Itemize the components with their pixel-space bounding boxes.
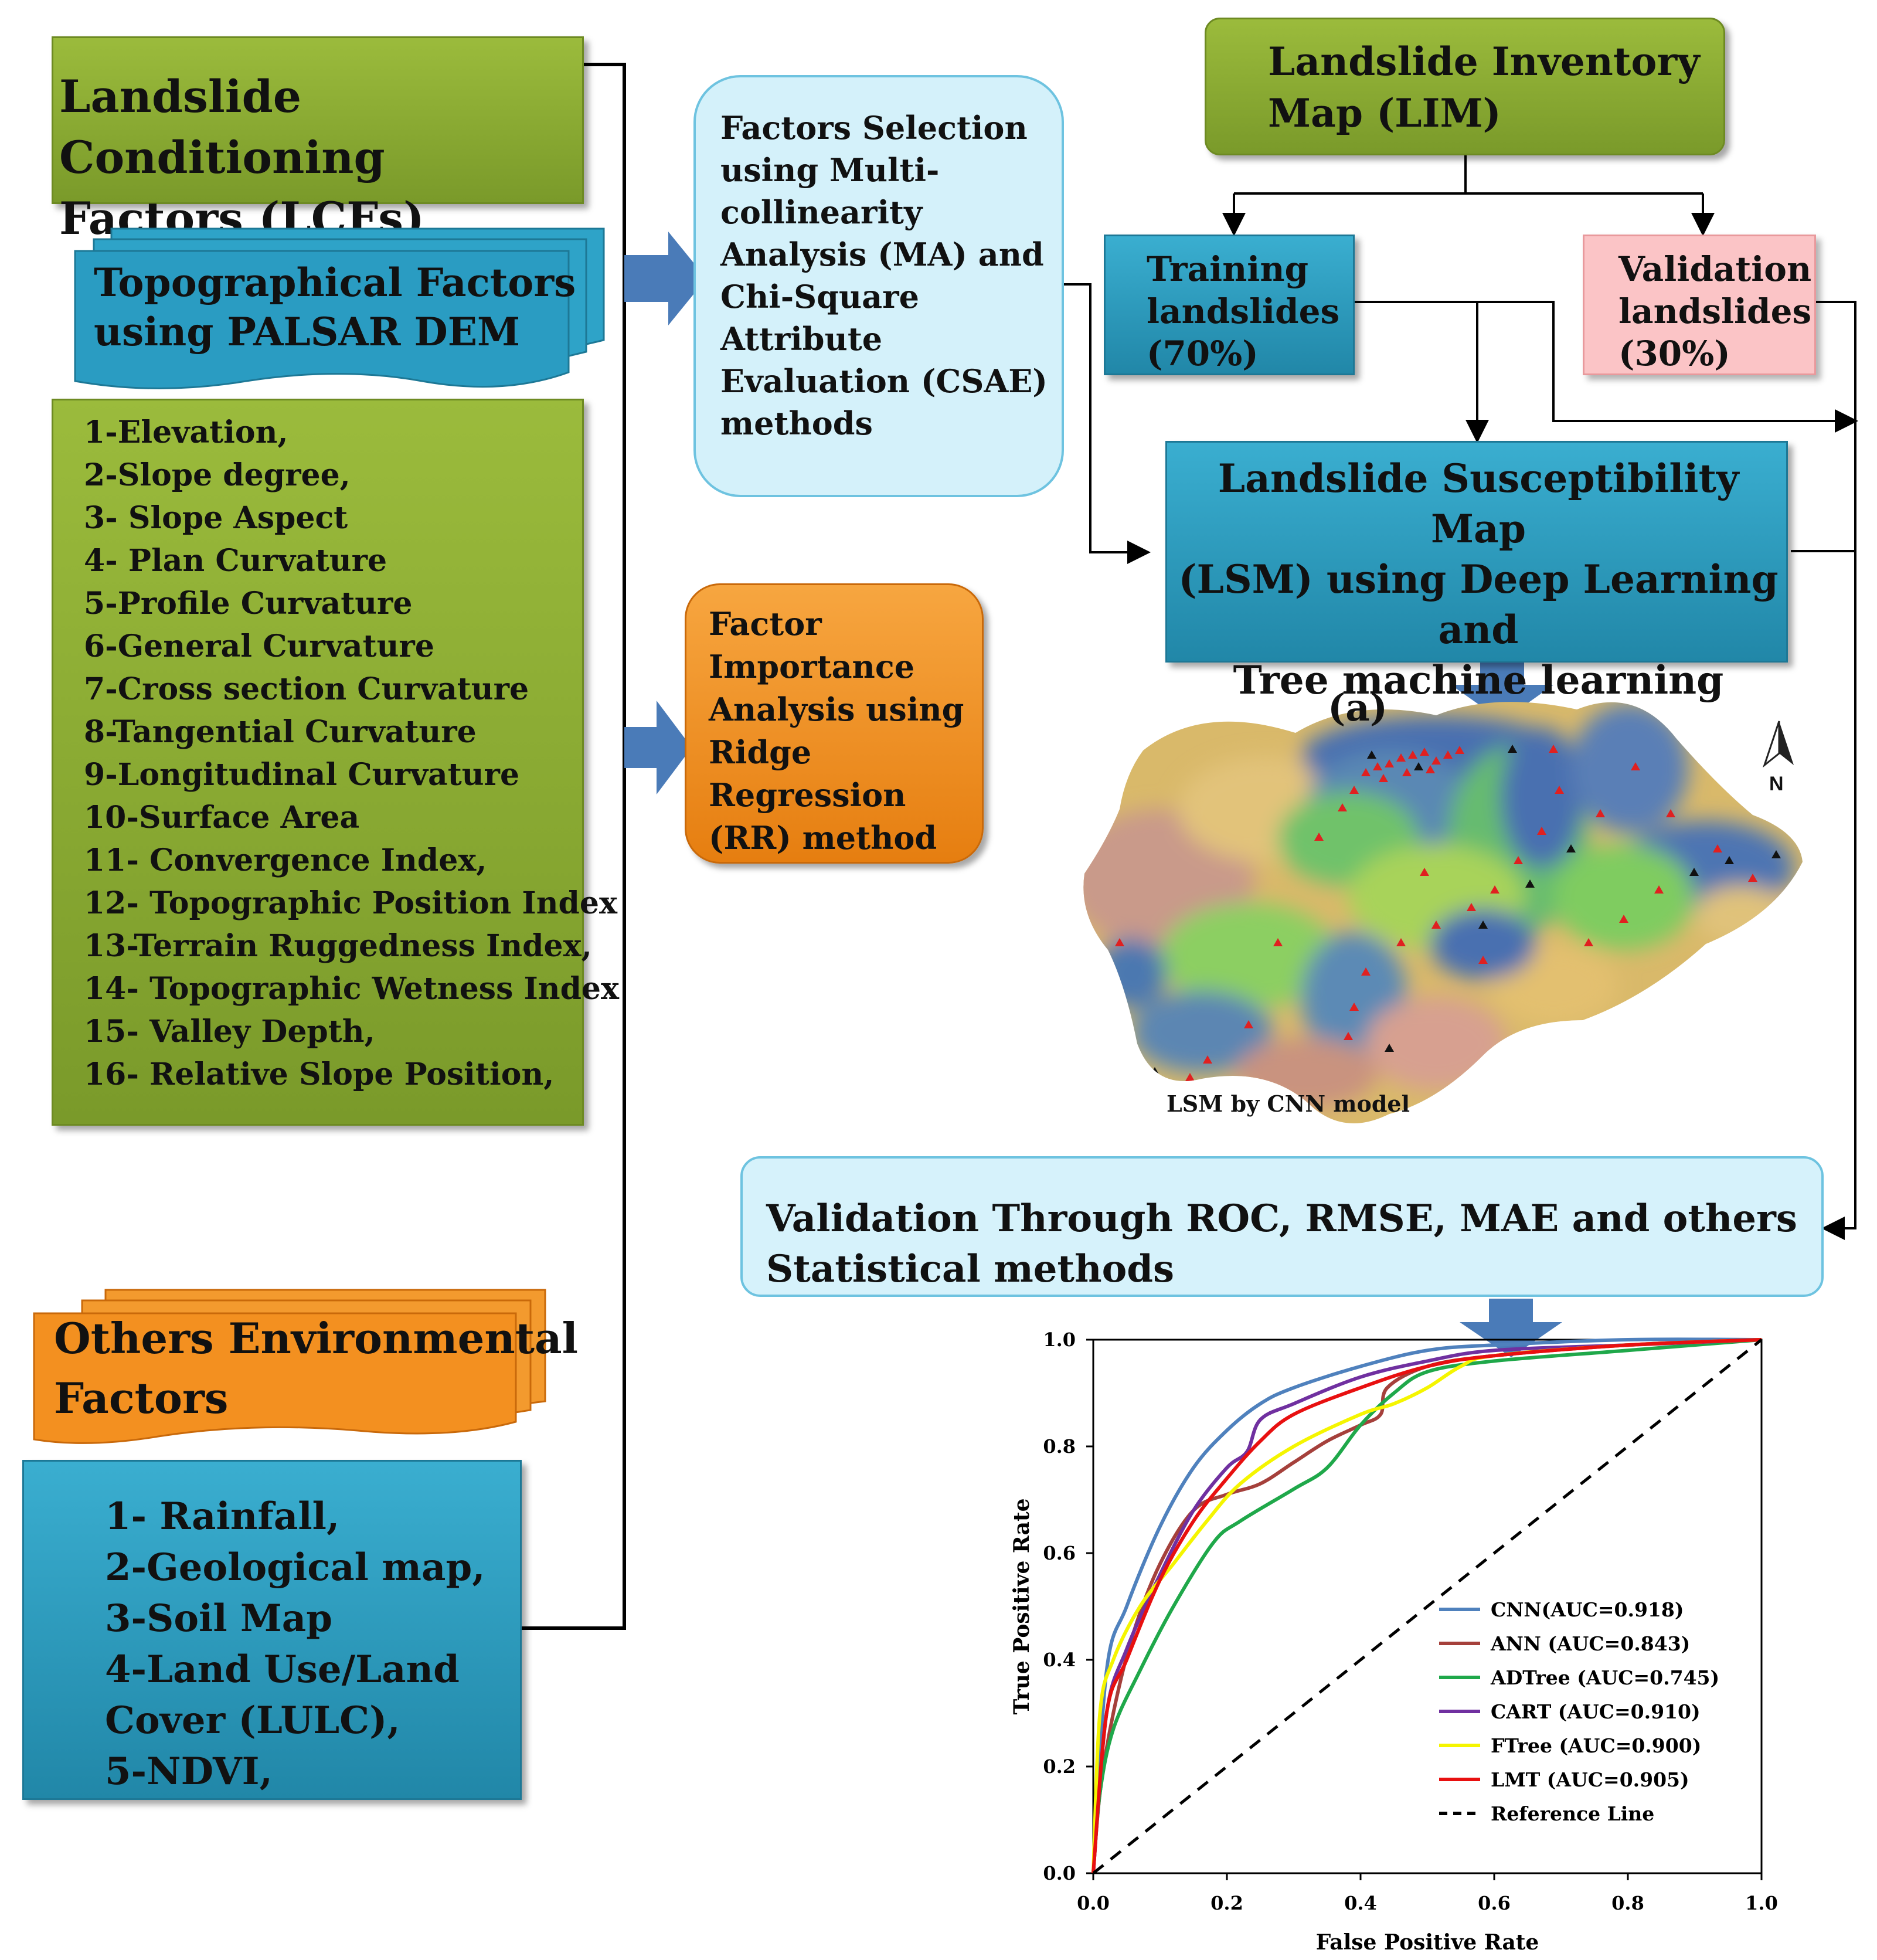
topo-factor-item: 6-General Curvature xyxy=(84,629,434,664)
validation-to-right xyxy=(1811,301,1856,1240)
roc-chart: 0.0 0.2 0.4 0.6 0.8 1.0 0.0 0.2 0.4 0.6 0.8 1.0 Fals… xyxy=(1009,1329,1778,1952)
north-label: N xyxy=(1769,773,1784,795)
validation-landslides-text: Validation landslides (30%) xyxy=(1618,249,1812,373)
topo-banner-shape xyxy=(74,227,605,389)
topo-factor-item: 11- Convergence Index, xyxy=(84,843,487,878)
x-tick-label: 0.4 xyxy=(1344,1892,1377,1914)
y-tick-label: 0.8 xyxy=(1043,1435,1076,1458)
y-tick-label: 0.0 xyxy=(1043,1862,1076,1884)
series-line-reference xyxy=(1092,1339,1763,1874)
series-line-cart xyxy=(1091,1338,1762,1874)
training-box: Training landslides (70%) xyxy=(1104,235,1355,375)
topo-factor-item: 15- Valley Depth, xyxy=(84,1014,375,1049)
north-arrow-icon xyxy=(1762,721,1794,768)
factor-selection-box: Factors Selection using Multi- collinear… xyxy=(693,75,1064,497)
topo-title: Topographical Factors using PALSAR DEM xyxy=(94,260,576,355)
arrow-lsm-to-map xyxy=(1451,663,1553,721)
others-factor-item: 1- Rainfall, xyxy=(105,1494,340,1538)
left-bracket-line xyxy=(522,63,626,1630)
factor-importance-box: Factor Importance Analysis using Ridge R… xyxy=(685,583,984,864)
legend-label-cnn: CNN(AUC=0.918) xyxy=(1491,1598,1684,1621)
lcf-box: Landslide Conditioning Factors (LCFs) xyxy=(52,36,584,244)
others-factor-item: 4-Land Use/Land xyxy=(105,1648,460,1691)
validation-methods-text: Validation Through ROC, RMSE, MAE and ot… xyxy=(766,1197,1797,1291)
x-tick-label: 0.2 xyxy=(1210,1892,1243,1914)
legend-label-adtree: ADTree (AUC=0.745) xyxy=(1490,1666,1719,1689)
factor-selection-text: Factors Selection using Multi- collinear… xyxy=(720,109,1048,442)
legend-label-cart: CART (AUC=0.910) xyxy=(1491,1700,1701,1723)
others-factor-item: 5-NDVI, xyxy=(105,1750,273,1793)
topo-factor-item: 8-Tangential Curvature xyxy=(84,714,477,750)
lsm-box: Landslide Susceptibility Map (LSM) using… xyxy=(1165,441,1788,753)
others-list-box: 1- Rainfall, 2-Geological map, 3-Soil Map 4… xyxy=(22,1460,522,1800)
training-to-lsm xyxy=(1337,301,1489,443)
lim-text: Landslide Inventory Map (LIM) xyxy=(1268,39,1700,136)
topo-factor-item: 3- Slope Aspect xyxy=(84,500,348,536)
legend-label-ref: Reference Line xyxy=(1491,1802,1654,1825)
others-factor-item: 3-Soil Map xyxy=(105,1596,332,1640)
series-line-cnn xyxy=(1091,1337,1762,1874)
topo-factor-item: 13-Terrain Ruggedness Index, xyxy=(84,928,592,964)
topo-factor-list: 1-Elevation, 2-Slope degree, 3- Slope Aspe… xyxy=(84,411,620,1096)
y-tick-label: 0.6 xyxy=(1043,1542,1076,1564)
x-tick-label: 1.0 xyxy=(1745,1892,1778,1914)
training-to-right xyxy=(1477,301,1858,433)
legend-label-ftree: FTree (AUC=0.900) xyxy=(1491,1734,1701,1757)
topo-factor-item: 14- Topographic Wetness Index xyxy=(84,971,620,1007)
y-axis-label: True Positive Rate xyxy=(1009,1498,1034,1714)
validation-methods-box: Validation Through ROC, RMSE, MAE and ot… xyxy=(740,1156,1824,1297)
series-line-adtree xyxy=(1091,1338,1762,1874)
lcf-title: Landslide Conditioning Factors (LCFs) xyxy=(59,70,424,244)
topo-factor-item: 7-Cross section Curvature xyxy=(84,671,529,707)
topo-factor-item: 2-Slope degree, xyxy=(84,457,351,493)
y-tick-label: 0.4 xyxy=(1043,1649,1076,1671)
x-tick-label: 0.8 xyxy=(1611,1892,1644,1914)
validation-landslides-box: Validation landslides (30%) xyxy=(1583,235,1816,375)
topo-factor-item: 12- Topographic Position Index xyxy=(84,885,617,921)
others-factor-list: 1- Rainfall, 2-Geological map, 3-Soil Map 4… xyxy=(105,1491,520,1797)
legend-label-lmt: LMT (AUC=0.905) xyxy=(1491,1768,1689,1791)
series-line-lmt xyxy=(1091,1338,1762,1874)
topo-factor-item: 5-Profile Curvature xyxy=(84,586,413,621)
others-banner-shape xyxy=(33,1289,546,1444)
lim-split-line xyxy=(1234,155,1703,195)
plot-frame xyxy=(1092,1339,1763,1874)
x-axis-label: False Positive Rate xyxy=(1316,1930,1539,1952)
others-factor-item: 2-Geological map, xyxy=(105,1545,485,1589)
topo-factor-item: 16- Relative Slope Position, xyxy=(84,1057,555,1092)
map-panel-label: (a) xyxy=(1328,686,1388,730)
map-caption: LSM by CNN model xyxy=(1167,1091,1410,1117)
validation-markers xyxy=(1150,745,1781,1075)
topo-factor-item: 9-Longitudinal Curvature xyxy=(84,757,520,793)
lim-box: Landslide Inventory Map (LIM) xyxy=(1205,18,1725,155)
y-tick-label: 0.2 xyxy=(1043,1755,1076,1778)
landslide-markers xyxy=(1115,745,1757,1087)
x-tick-label: 0.0 xyxy=(1077,1892,1110,1914)
topo-factor-item: 10-Surface Area xyxy=(84,800,360,835)
factor-importance-text: Factor Importance Analysis using Ridge R… xyxy=(709,605,964,857)
legend-label-ann: ANN (AUC=0.843) xyxy=(1490,1632,1690,1655)
selection-to-lsm xyxy=(1064,283,1151,564)
topo-factor-item: 1-Elevation, xyxy=(84,415,288,450)
arrow-to-factor-selection xyxy=(624,232,706,325)
others-title: Others Environmental Factors xyxy=(54,1313,578,1423)
x-tick-label: 0.6 xyxy=(1478,1892,1511,1914)
others-factor-item: Cover (LULC), xyxy=(105,1699,400,1742)
y-tick-label: 1.0 xyxy=(1043,1329,1076,1351)
topo-list-box: 1-Elevation, 2-Slope degree, 3- Slope Aspe… xyxy=(52,399,620,1126)
training-text: Training landslides (70%) xyxy=(1147,249,1340,373)
arrow-validation-to-roc xyxy=(1460,1299,1562,1357)
arrow-to-factor-importance xyxy=(624,701,692,794)
topo-factor-item: 4- Plan Curvature xyxy=(84,543,387,579)
lsm-map xyxy=(1083,702,1803,1123)
